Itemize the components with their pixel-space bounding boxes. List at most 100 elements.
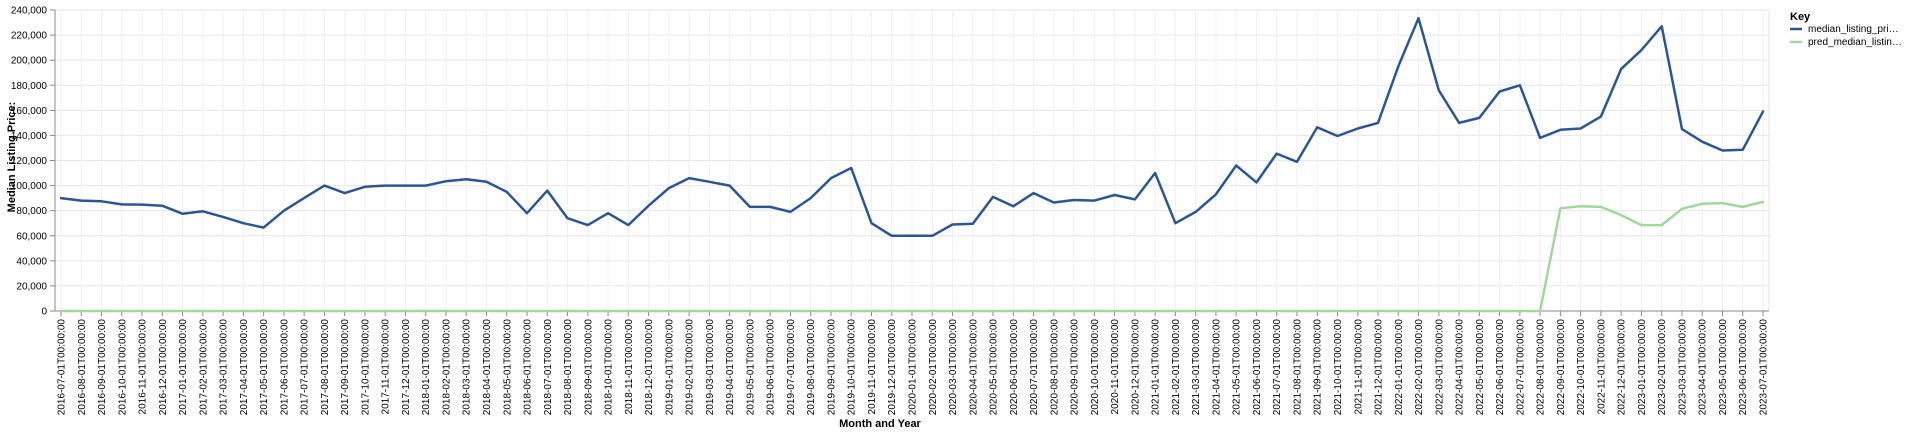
legend-label: pred_median_listin… [1808, 37, 1902, 48]
x-tick-label: 2021-06-01T00:00:00 [1252, 319, 1263, 416]
y-tick-label: 200,000 [11, 56, 48, 67]
x-tick-label: 2016-07-01T00:00:00 [57, 319, 68, 416]
x-tick-label: 2018-08-01T00:00:00 [563, 319, 574, 416]
x-tick-label: 2021-05-01T00:00:00 [1232, 319, 1243, 416]
y-axis-title: Median Listing Price: [6, 102, 18, 213]
x-tick-label: 2022-12-01T00:00:00 [1617, 319, 1628, 416]
y-tick-label: 140,000 [11, 131, 48, 142]
x-tick-label: 2016-11-01T00:00:00 [138, 319, 149, 415]
legend-title: Key [1790, 11, 1811, 23]
x-tick-label: 2018-10-01T00:00:00 [604, 319, 615, 416]
x-tick-label: 2017-09-01T00:00:00 [340, 319, 351, 416]
x-tick-label: 2017-11-01T00:00:00 [381, 319, 392, 415]
x-tick-label: 2017-04-01T00:00:00 [239, 319, 250, 416]
series-lines [59, 16, 1765, 313]
x-tick-label: 2019-06-01T00:00:00 [766, 319, 777, 416]
x-tick-label: 2020-07-01T00:00:00 [1029, 319, 1040, 416]
x-tick-labels: 2016-07-01T00:00:00 2016-08-01T00:00:00 20… [57, 319, 1770, 416]
x-tick-label: 2018-11-01T00:00:00 [624, 319, 635, 415]
x-tick-label: 2019-04-01T00:00:00 [725, 319, 736, 416]
x-tick-label: 2019-10-01T00:00:00 [847, 319, 858, 416]
x-tick-label: 2022-06-01T00:00:00 [1495, 319, 1506, 416]
x-tick-label: 2021-01-01T00:00:00 [1151, 319, 1162, 416]
x-tick-label: 2018-09-01T00:00:00 [583, 319, 594, 416]
x-tick-label: 2022-05-01T00:00:00 [1475, 319, 1486, 416]
x-tick-label: 2019-05-01T00:00:00 [745, 319, 756, 416]
x-tick-label: 2020-12-01T00:00:00 [1130, 319, 1141, 416]
x-tick-label: 2023-03-01T00:00:00 [1677, 319, 1688, 416]
x-tick-label: 2016-09-01T00:00:00 [97, 319, 108, 416]
x-tick-label: 2020-09-01T00:00:00 [1070, 319, 1081, 416]
x-tick-label: 2021-11-01T00:00:00 [1353, 319, 1364, 415]
x-tick-label: 2020-03-01T00:00:00 [948, 319, 959, 416]
y-tick-label: 0 [41, 307, 47, 318]
x-tick-label: 2020-11-01T00:00:00 [1110, 319, 1121, 415]
legend-label: median_listing_pri… [1808, 24, 1899, 35]
y-tick-label: 60,000 [16, 231, 47, 242]
x-tick-label: 2021-12-01T00:00:00 [1374, 319, 1385, 416]
x-tick-label: 2021-08-01T00:00:00 [1292, 319, 1303, 416]
x-tick-label: 2016-12-01T00:00:00 [158, 319, 169, 416]
x-tick-label: 2020-08-01T00:00:00 [1049, 319, 1060, 416]
x-tick-label: 2019-01-01T00:00:00 [664, 319, 675, 416]
y-tick-label: 180,000 [11, 81, 48, 92]
x-tick-label: 2018-06-01T00:00:00 [523, 319, 534, 416]
x-tick-label: 2018-02-01T00:00:00 [441, 319, 452, 416]
x-tick-label: 2022-01-01T00:00:00 [1394, 319, 1405, 416]
x-tick-label: 2020-06-01T00:00:00 [1009, 319, 1020, 416]
x-tick-label: 2018-05-01T00:00:00 [502, 319, 513, 416]
y-tick-label: 80,000 [16, 206, 47, 217]
x-tick-label: 2016-08-01T00:00:00 [77, 319, 88, 416]
x-tick-label: 2018-01-01T00:00:00 [421, 319, 432, 416]
x-tick-label: 2017-12-01T00:00:00 [401, 319, 412, 416]
x-tick-label: 2021-02-01T00:00:00 [1171, 319, 1182, 416]
x-tick-label: 2017-10-01T00:00:00 [360, 319, 371, 416]
x-tick-label: 2021-03-01T00:00:00 [1191, 319, 1202, 416]
x-tick-label: 2019-02-01T00:00:00 [685, 319, 696, 416]
x-tick-label: 2021-04-01T00:00:00 [1211, 319, 1222, 416]
x-tick-label: 2023-01-01T00:00:00 [1637, 319, 1648, 416]
x-tick-label: 2022-07-01T00:00:00 [1515, 319, 1526, 416]
x-tick-label: 2019-08-01T00:00:00 [806, 319, 817, 416]
x-tick-label: 2019-03-01T00:00:00 [705, 319, 716, 416]
x-tick-label: 2023-05-01T00:00:00 [1718, 319, 1729, 416]
x-tick-label: 2019-12-01T00:00:00 [887, 319, 898, 416]
series-line-median-listing-price [59, 16, 1765, 238]
x-tick-label: 2022-02-01T00:00:00 [1414, 319, 1425, 416]
x-tick-label: 2017-08-01T00:00:00 [320, 319, 331, 416]
x-tick-label: 2022-03-01T00:00:00 [1434, 319, 1445, 416]
x-tick-label: 2023-06-01T00:00:00 [1738, 319, 1749, 416]
y-tick-label: 120,000 [11, 156, 48, 167]
x-tick-label: 2017-02-01T00:00:00 [198, 319, 209, 416]
x-tick-label: 2019-09-01T00:00:00 [826, 319, 837, 416]
series-line-pred-median-listing-price [59, 200, 1765, 313]
y-tick-label: 160,000 [11, 106, 48, 117]
x-tick-label: 2022-09-01T00:00:00 [1556, 319, 1567, 416]
x-tick-label: 2023-04-01T00:00:00 [1698, 319, 1709, 416]
x-tick-label: 2022-11-01T00:00:00 [1596, 319, 1607, 415]
x-tick-label: 2021-09-01T00:00:00 [1313, 319, 1324, 416]
x-tick-label: 2017-03-01T00:00:00 [219, 319, 230, 416]
x-tick-label: 2016-10-01T00:00:00 [117, 319, 128, 416]
x-tick-label: 2020-04-01T00:00:00 [968, 319, 979, 416]
x-tick-label: 2021-10-01T00:00:00 [1333, 319, 1344, 416]
x-tick-label: 2022-08-01T00:00:00 [1536, 319, 1547, 416]
x-axis-title: Month and Year [839, 418, 921, 430]
axes [50, 9, 1770, 316]
x-tick-label: 2020-05-01T00:00:00 [989, 319, 1000, 416]
x-tick-label: 2017-06-01T00:00:00 [279, 319, 290, 416]
x-tick-label: 2023-02-01T00:00:00 [1657, 319, 1668, 416]
x-tick-label: 2019-11-01T00:00:00 [867, 319, 878, 415]
x-tick-label: 2022-10-01T00:00:00 [1576, 319, 1587, 416]
x-tick-label: 2020-10-01T00:00:00 [1090, 319, 1101, 416]
x-tick-label: 2019-07-01T00:00:00 [786, 319, 797, 416]
x-tick-label: 2017-05-01T00:00:00 [259, 319, 270, 416]
legend: Key median_listing_pri… pred_median_listi… [1790, 11, 1902, 48]
y-tick-label: 20,000 [16, 281, 47, 292]
x-tick-label: 2018-04-01T00:00:00 [482, 319, 493, 416]
x-tick-label: 2017-01-01T00:00:00 [178, 319, 189, 416]
x-tick-label: 2021-07-01T00:00:00 [1272, 319, 1283, 416]
x-tick-label: 2023-07-01T00:00:00 [1759, 319, 1770, 416]
y-tick-label: 240,000 [11, 6, 48, 17]
